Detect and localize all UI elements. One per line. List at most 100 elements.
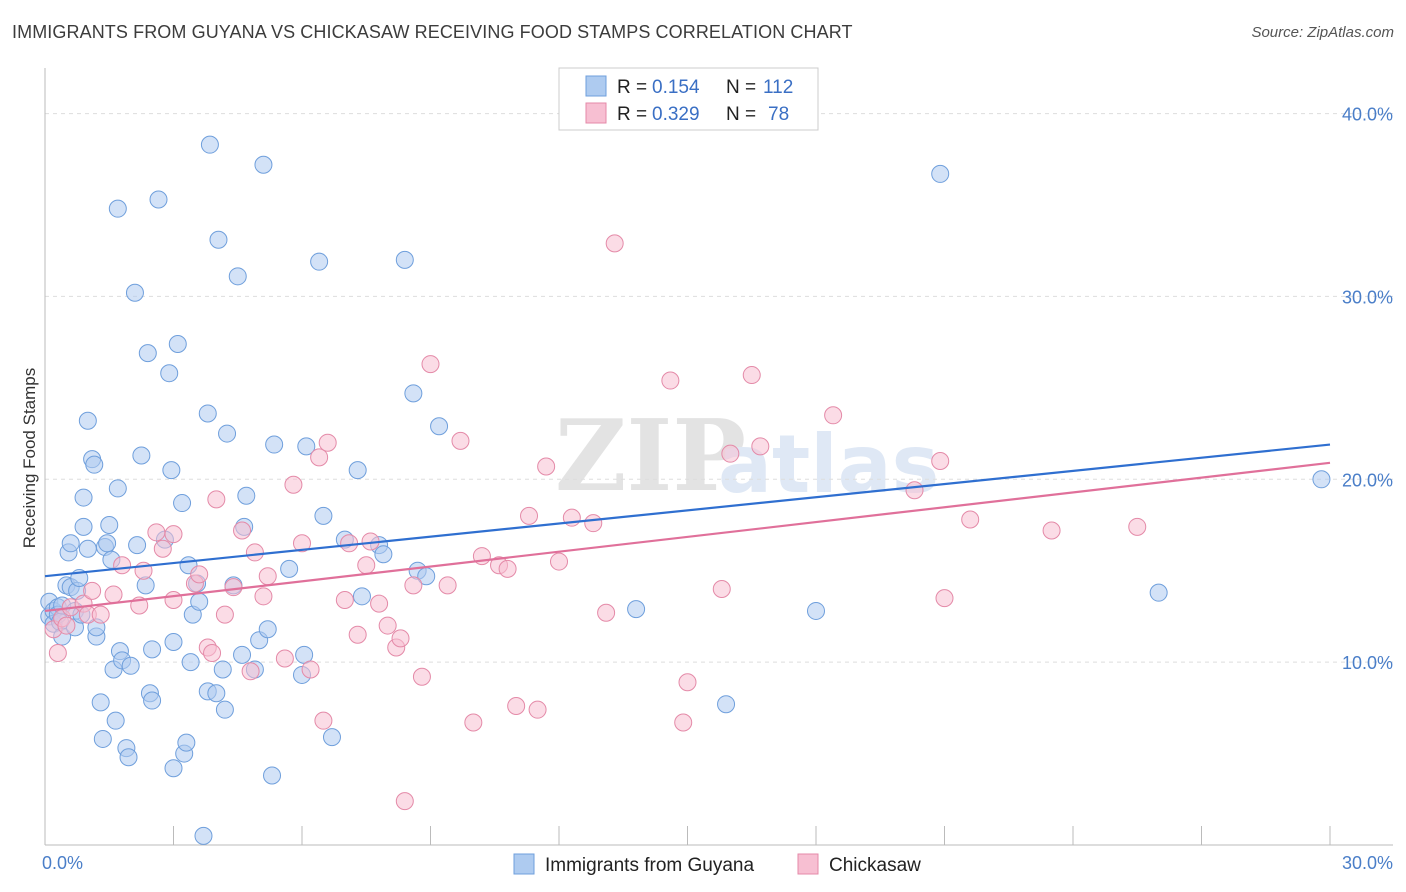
point-guyana: [177, 733, 196, 752]
y-tick-label: 10.0%: [1342, 653, 1393, 673]
point-chickasaw: [314, 711, 333, 730]
axes: [44, 68, 1393, 846]
point-guyana: [149, 190, 168, 209]
point-guyana: [108, 199, 127, 218]
point-chickasaw: [348, 625, 367, 644]
bottom-legend-label-guyana: Immigrants from Guyana: [545, 855, 754, 876]
legend-r-value-guyana: 0.154: [652, 77, 700, 98]
point-chickasaw: [507, 697, 526, 716]
point-chickasaw: [935, 589, 954, 608]
point-guyana: [237, 486, 256, 505]
point-chickasaw: [357, 556, 376, 575]
point-guyana: [263, 766, 282, 785]
point-chickasaw: [113, 556, 132, 575]
point-guyana: [200, 135, 219, 154]
point-guyana: [213, 660, 232, 679]
y-tick-label: 20.0%: [1342, 470, 1393, 490]
point-guyana: [627, 600, 646, 619]
point-guyana: [121, 656, 140, 675]
point-guyana: [931, 164, 950, 183]
gridlines: [45, 113, 1393, 663]
point-guyana: [374, 545, 393, 564]
legend-r-label-chickasaw: R =: [617, 104, 647, 125]
point-chickasaw: [153, 539, 172, 558]
point-guyana: [207, 684, 226, 703]
point-chickasaw: [1128, 517, 1147, 536]
trend-line-chickasaw: [44, 461, 1331, 613]
point-guyana: [93, 729, 112, 748]
point-chickasaw: [528, 700, 547, 719]
point-chickasaw: [498, 559, 517, 578]
point-chickasaw: [550, 552, 568, 571]
point-guyana: [61, 534, 80, 553]
point-guyana: [395, 250, 414, 269]
point-guyana: [807, 601, 825, 620]
point-chickasaw: [147, 523, 166, 542]
point-chickasaw: [310, 448, 329, 467]
point-chickasaw: [293, 534, 311, 553]
point-chickasaw: [318, 433, 337, 452]
point-guyana: [198, 404, 217, 423]
point-chickasaw: [340, 534, 359, 553]
point-guyana: [254, 155, 273, 174]
point-guyana: [314, 506, 333, 525]
point-chickasaw: [451, 431, 470, 450]
point-guyana: [74, 488, 93, 507]
legend-n-value-chickasaw: 78: [768, 104, 789, 125]
point-chickasaw: [224, 578, 243, 597]
point-chickasaw: [104, 585, 123, 604]
point-chickasaw: [597, 603, 616, 622]
point-chickasaw: [395, 792, 414, 811]
legend-n-label-chickasaw: N =: [726, 104, 756, 125]
point-chickasaw: [190, 565, 209, 584]
x-tick-label-min: 0.0%: [42, 853, 83, 873]
point-chickasaw: [254, 587, 273, 606]
point-guyana: [162, 461, 181, 480]
point-guyana: [143, 691, 162, 710]
x-axis-tick-labels: 0.0% 30.0%: [42, 853, 1393, 873]
point-chickasaw: [241, 662, 260, 681]
point-chickasaw: [961, 510, 980, 529]
point-chickasaw: [245, 543, 264, 562]
point-guyana: [258, 620, 277, 639]
point-chickasaw: [203, 644, 222, 662]
point-chickasaw: [83, 581, 102, 600]
point-guyana: [1312, 470, 1331, 489]
point-chickasaw: [412, 667, 431, 686]
legend-swatch-guyana: [585, 75, 607, 97]
point-guyana: [100, 516, 119, 534]
point-chickasaw: [57, 616, 76, 635]
point-chickasaw: [164, 590, 183, 609]
point-chickasaw: [584, 514, 603, 533]
point-guyana: [297, 437, 316, 456]
point-chickasaw: [1042, 521, 1061, 540]
point-guyana: [74, 517, 93, 536]
x-tick-label-max: 30.0%: [1342, 853, 1393, 873]
y-tick-label: 30.0%: [1342, 287, 1393, 307]
watermark-zip: ZIP: [555, 399, 746, 514]
point-chickasaw: [905, 481, 924, 500]
point-guyana: [215, 700, 234, 719]
point-chickasaw: [391, 629, 410, 648]
y-axis-tick-labels: 10.0% 20.0% 30.0% 40.0%: [1342, 105, 1393, 674]
point-chickasaw: [661, 371, 680, 390]
point-guyana: [717, 695, 736, 714]
point-guyana: [160, 364, 179, 383]
correlation-legend: R = 0.154 N = 112 R = 0.329 N = 78: [558, 67, 819, 131]
point-chickasaw: [674, 713, 693, 732]
point-guyana: [218, 424, 237, 443]
point-chickasaw: [284, 475, 303, 494]
point-chickasaw: [605, 234, 624, 253]
point-guyana: [209, 230, 228, 249]
point-chickasaw: [537, 457, 556, 476]
point-guyana: [265, 435, 284, 454]
chart-title: IMMIGRANTS FROM GUYANA VS CHICKASAW RECE…: [12, 22, 853, 42]
point-chickasaw: [378, 616, 397, 635]
series-legend: Immigrants from Guyana Chickasaw: [513, 853, 921, 876]
point-guyana: [164, 759, 183, 778]
legend-r-label-guyana: R =: [617, 77, 647, 98]
point-guyana: [190, 592, 209, 611]
y-axis-label: Receiving Food Stamps: [20, 368, 39, 548]
point-guyana: [168, 334, 187, 353]
point-guyana: [128, 536, 147, 555]
